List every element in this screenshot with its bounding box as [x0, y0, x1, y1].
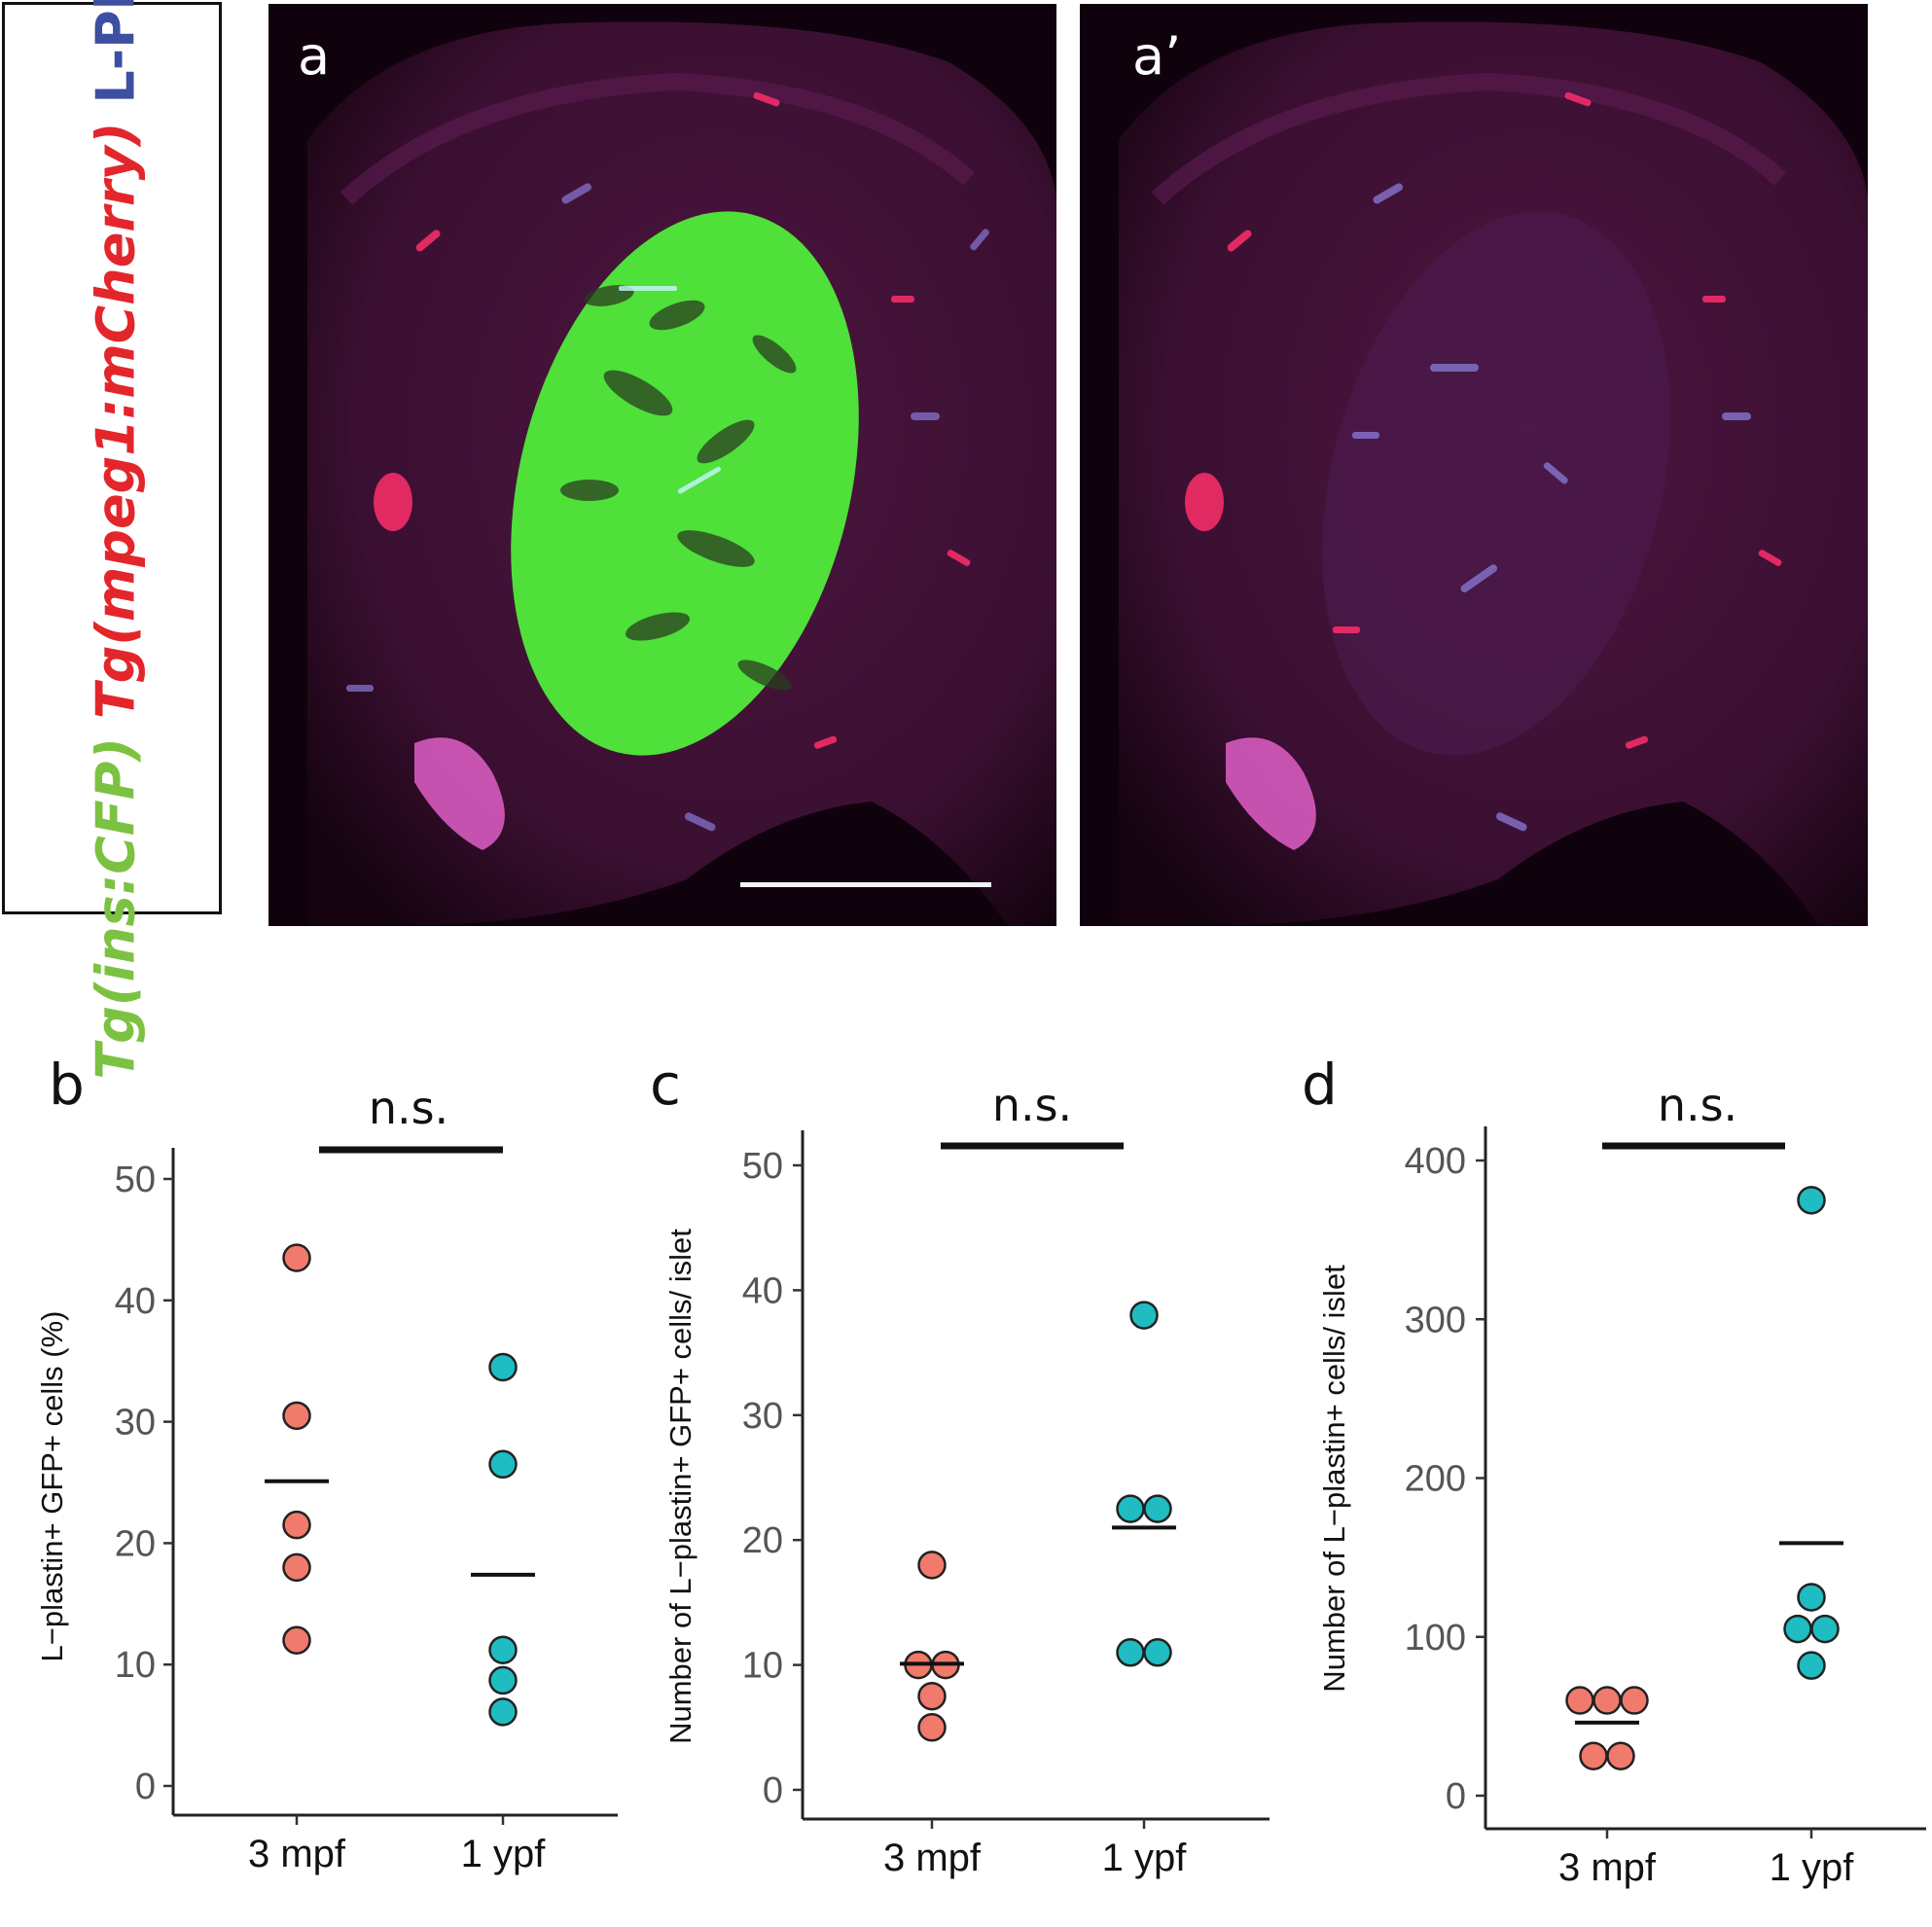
- data-point: [1606, 1741, 1635, 1770]
- x-tick-label: 3 mpf: [1558, 1846, 1657, 1889]
- data-point: [1143, 1494, 1172, 1523]
- y-tick-label: 400: [1405, 1141, 1466, 1182]
- data-point: [488, 1352, 518, 1382]
- data-point: [488, 1449, 518, 1480]
- y-tick-label: 40: [115, 1281, 156, 1322]
- significance-label: n.s.: [369, 1082, 448, 1134]
- data-point: [1579, 1741, 1608, 1770]
- chart-panel-c: c 0 10 20 30 40 50 3 mpf 1 ypf Number of L−plasti…: [650, 1052, 1270, 1879]
- data-point: [282, 1552, 311, 1583]
- y-tick-label: 50: [742, 1146, 783, 1187]
- y-tick-label: 10: [115, 1645, 156, 1686]
- data-point: [1143, 1638, 1172, 1667]
- data-point: [1797, 1186, 1826, 1215]
- data-point: [917, 1681, 947, 1711]
- legend-green-label: Tg(ins:CFP): [85, 736, 147, 1080]
- data-point: [1116, 1638, 1145, 1667]
- micrograph-without-islet-image: [1080, 4, 1868, 926]
- data-point: [488, 1665, 518, 1695]
- data-point: [1810, 1614, 1840, 1644]
- micrograph-merged: a: [268, 4, 1056, 926]
- scale-bar: [740, 882, 991, 887]
- channel-legend: Tg(ins:CFP) Tg(mpeg1:mCherry) L-Plastin: [2, 0, 222, 1080]
- chart-panel-d: d 0 100 200 300 400 3 mpf 1 ypf Number of L−plas…: [1302, 1052, 1926, 1889]
- x-tick-label: 1 ypf: [1102, 1837, 1188, 1879]
- y-tick-label: 10: [742, 1646, 783, 1687]
- panel-label-a-prime: a’: [1132, 25, 1182, 87]
- data-point: [1116, 1494, 1145, 1523]
- y-tick-label: 20: [742, 1520, 783, 1561]
- y-tick-label: 40: [742, 1270, 783, 1311]
- data-point: [282, 1243, 311, 1272]
- panel-label-c: c: [650, 1052, 681, 1118]
- x-tick-label: 1 ypf: [1770, 1846, 1855, 1889]
- panel-label-d: d: [1302, 1052, 1338, 1118]
- y-tick-label: 0: [763, 1770, 783, 1811]
- legend-red-label: Tg(mpeg1:mCherry): [85, 122, 147, 720]
- data-point: [282, 1401, 311, 1431]
- y-tick-label: 20: [115, 1523, 156, 1564]
- chart-panel-b: b 0 10 20 30 40 50 3 mpf 1 ypf L−plastin+ GFP+ ce…: [35, 1052, 618, 1875]
- y-tick-label: 30: [742, 1396, 783, 1437]
- y-axis-label: Number of L−plastin+ cells/ islet: [1317, 1265, 1351, 1693]
- y-tick-label: 300: [1405, 1300, 1466, 1340]
- micrograph-merged-image: [268, 4, 1056, 926]
- y-tick-label: 50: [115, 1160, 156, 1200]
- data-point: [488, 1697, 518, 1727]
- panel-label-b: b: [49, 1052, 85, 1118]
- data-point: [1592, 1686, 1622, 1715]
- y-tick-label: 200: [1405, 1459, 1466, 1500]
- panel-label-a: a: [298, 25, 331, 87]
- data-point: [1129, 1301, 1159, 1330]
- y-tick-label: 30: [115, 1403, 156, 1444]
- significance-label: n.s.: [992, 1079, 1072, 1131]
- y-axis-label: Number of L−plastin+ GFP+ cells/ islet: [663, 1229, 698, 1744]
- y-tick-label: 0: [1446, 1776, 1466, 1817]
- data-point: [282, 1625, 311, 1655]
- data-point: [1797, 1651, 1826, 1680]
- data-point: [1797, 1583, 1826, 1612]
- data-point: [931, 1650, 960, 1680]
- x-tick-label: 3 mpf: [248, 1833, 346, 1875]
- data-point: [904, 1650, 933, 1680]
- data-point: [917, 1713, 947, 1742]
- micrograph-without-islet: a’: [1080, 4, 1868, 926]
- data-point: [282, 1510, 311, 1540]
- legend-blue-label: L-Plastin: [86, 0, 147, 104]
- channel-legend-text: Tg(ins:CFP) Tg(mpeg1:mCherry) L-Plastin: [86, 0, 147, 1080]
- y-tick-label: 0: [135, 1766, 156, 1807]
- y-axis-label: L−plastin+ GFP+ cells (%): [35, 1311, 69, 1662]
- data-point: [1565, 1686, 1594, 1715]
- data-point: [1620, 1686, 1649, 1715]
- significance-label: n.s.: [1658, 1079, 1737, 1131]
- x-tick-label: 3 mpf: [883, 1837, 982, 1879]
- y-tick-label: 100: [1405, 1618, 1466, 1659]
- data-point: [1783, 1614, 1812, 1644]
- data-point: [917, 1551, 947, 1580]
- data-point: [488, 1635, 518, 1664]
- x-tick-label: 1 ypf: [461, 1833, 547, 1875]
